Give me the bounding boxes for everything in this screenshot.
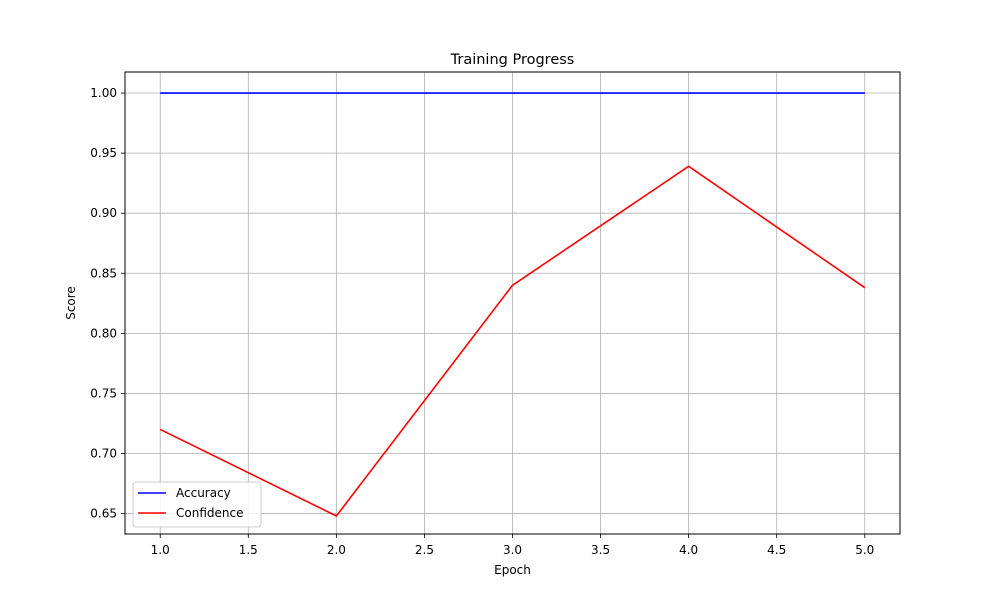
y-tick-label: 0.80 (90, 326, 117, 340)
series-line-confidence (159, 165, 866, 517)
x-tick-label: 4.5 (767, 543, 786, 557)
x-tick-label: 2.0 (327, 543, 346, 557)
y-tick-label: 0.70 (90, 446, 117, 460)
series-lines (159, 92, 866, 517)
y-tick-label: 1.00 (90, 86, 117, 100)
chart-title: Training Progress (450, 52, 575, 68)
x-tick-label: 1.0 (151, 543, 170, 557)
y-axis-ticks: 0.65 0.70 0.75 0.80 0.85 0.90 0.95 1.00 (90, 86, 125, 521)
x-tick-label: 3.5 (591, 543, 610, 557)
x-tick-label: 4.0 (679, 543, 698, 557)
y-tick-label: 0.90 (90, 206, 117, 220)
grid (125, 72, 900, 534)
y-tick-label: 0.85 (90, 266, 117, 280)
x-axis-ticks: 1.0 1.5 2.0 2.5 3.0 3.5 4.0 4.5 5.0 (151, 534, 874, 557)
legend-label-confidence: Confidence (176, 506, 243, 520)
legend: Accuracy Confidence (132, 481, 262, 528)
legend-label-accuracy: Accuracy (176, 486, 231, 500)
x-tick-label: 3.0 (503, 543, 522, 557)
y-tick-label: 0.95 (90, 146, 117, 160)
x-tick-label: 1.5 (239, 543, 258, 557)
x-tick-label: 5.0 (855, 543, 874, 557)
x-tick-label: 2.5 (415, 543, 434, 557)
y-tick-label: 0.75 (90, 386, 117, 400)
y-axis-label: Score (64, 286, 78, 320)
x-axis-label: Epoch (494, 563, 531, 577)
y-tick-label: 0.65 (90, 507, 117, 521)
